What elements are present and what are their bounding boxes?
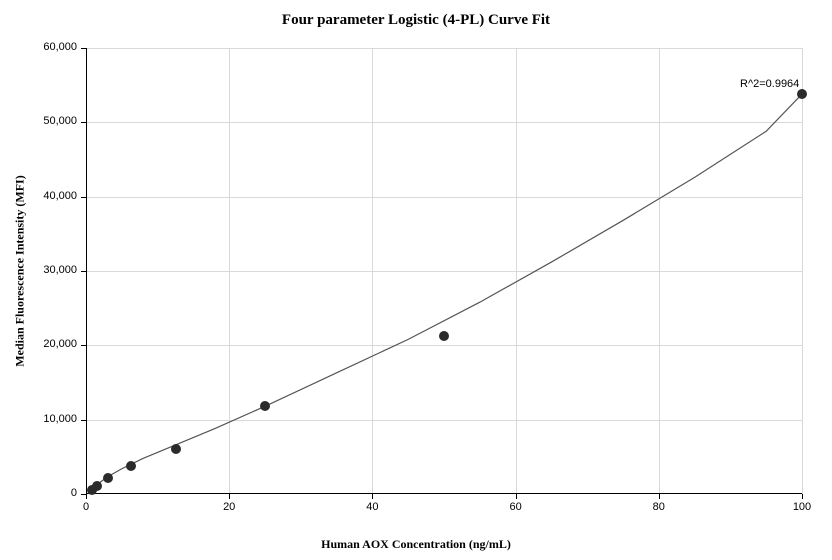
data-point <box>126 461 136 471</box>
x-tick-label: 100 <box>782 501 822 513</box>
y-tick-label: 20,000 <box>17 338 77 350</box>
fit-curve <box>86 48 802 494</box>
y-tick-label: 30,000 <box>17 264 77 276</box>
data-point <box>103 473 113 483</box>
y-tick-label: 40,000 <box>17 190 77 202</box>
x-tick-mark <box>229 494 230 499</box>
x-tick-mark <box>802 494 803 499</box>
y-tick-label: 10,000 <box>17 413 77 425</box>
data-point <box>797 89 807 99</box>
data-point <box>439 331 449 341</box>
chart-container: Four parameter Logistic (4-PL) Curve Fit… <box>0 0 832 560</box>
x-tick-label: 60 <box>496 501 536 513</box>
x-tick-label: 0 <box>66 501 106 513</box>
x-tick-mark <box>516 494 517 499</box>
y-tick-label: 0 <box>17 487 77 499</box>
y-tick-label: 50,000 <box>17 115 77 127</box>
plot-area: 010,00020,00030,00040,00050,00060,000020… <box>86 48 802 494</box>
x-tick-label: 40 <box>352 501 392 513</box>
x-tick-label: 20 <box>209 501 249 513</box>
data-point <box>260 401 270 411</box>
data-point <box>171 444 181 454</box>
x-tick-mark <box>659 494 660 499</box>
x-tick-mark <box>372 494 373 499</box>
x-axis-label: Human AOX Concentration (ng/mL) <box>0 537 832 552</box>
r-squared-label: R^2=0.9964 <box>740 78 799 90</box>
x-tick-mark <box>86 494 87 499</box>
x-tick-label: 80 <box>639 501 679 513</box>
y-tick-label: 60,000 <box>17 41 77 53</box>
chart-title: Four parameter Logistic (4-PL) Curve Fit <box>0 12 832 29</box>
data-point <box>92 481 102 491</box>
grid-line-vertical <box>802 48 803 494</box>
